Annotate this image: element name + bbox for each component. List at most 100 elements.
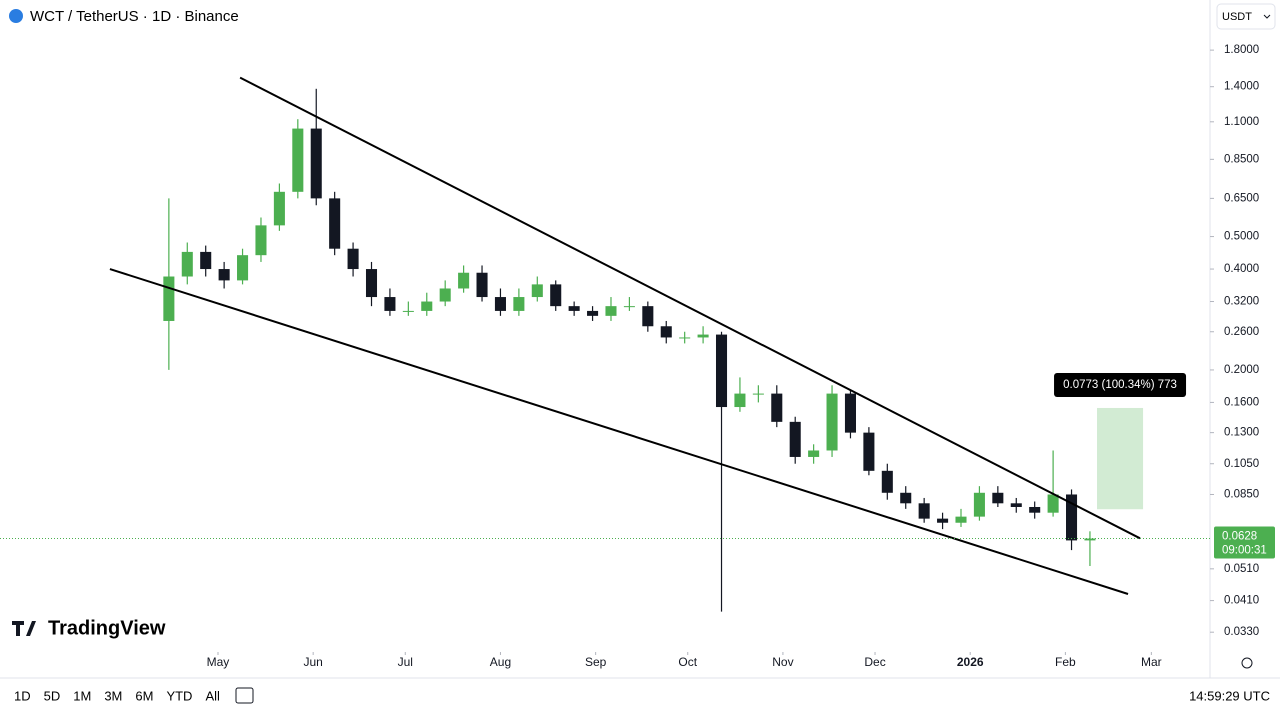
candle-body — [1084, 538, 1096, 541]
range-button[interactable]: YTD — [166, 688, 192, 703]
y-tick-label: 0.1050 — [1224, 458, 1259, 470]
x-tick-label: Jun — [303, 655, 322, 669]
candle-body — [771, 393, 783, 422]
candle-body — [568, 306, 580, 311]
candle-body — [347, 248, 359, 270]
range-button[interactable]: All — [205, 688, 220, 703]
candle-body — [587, 310, 599, 316]
candle-body — [697, 334, 709, 338]
y-tick-label: 0.2600 — [1224, 326, 1259, 338]
x-tick-label: Feb — [1055, 655, 1076, 669]
y-tick-label: 0.8500 — [1224, 153, 1259, 165]
candle-body — [255, 225, 267, 256]
candle-body — [605, 306, 617, 316]
candle-body — [992, 492, 1004, 504]
range-button[interactable]: 6M — [135, 688, 153, 703]
candle-body — [973, 492, 985, 517]
candle-body — [365, 269, 378, 298]
candle-body — [789, 421, 801, 457]
candle-body — [734, 393, 746, 408]
candle-body — [1029, 506, 1041, 513]
x-tick-label: 2026 — [957, 655, 984, 669]
candle-body — [310, 128, 322, 199]
branding: TradingView — [48, 617, 166, 639]
candle-body — [494, 297, 506, 311]
y-tick-label: 0.0850 — [1224, 489, 1259, 501]
symbol-title: WCT / TetherUS · 1D · Binance — [30, 8, 239, 25]
candle-body — [679, 337, 691, 339]
candle-body — [421, 301, 433, 311]
y-tick-label: 0.6500 — [1224, 192, 1259, 204]
candle-body — [660, 326, 672, 338]
y-tick-label: 0.3200 — [1224, 296, 1259, 308]
measure-label: 0.0773 (100.34%) 773 — [1063, 379, 1177, 391]
candle-body — [402, 310, 414, 312]
candle-body — [1047, 494, 1059, 513]
candle-body — [531, 284, 543, 298]
candle-body — [937, 518, 949, 523]
x-tick-label: Mar — [1141, 655, 1162, 669]
candle-body — [329, 198, 341, 249]
y-tick-label: 0.5000 — [1224, 231, 1259, 243]
symbol-icon — [9, 9, 23, 23]
y-tick-label: 0.2000 — [1224, 364, 1259, 376]
x-tick-label: Sep — [585, 655, 607, 669]
y-tick-label: 0.1300 — [1224, 427, 1259, 439]
candle-body — [181, 251, 193, 277]
y-tick-label: 0.0330 — [1224, 626, 1259, 638]
candle-body — [163, 276, 175, 321]
candle-body — [513, 297, 525, 311]
range-button[interactable]: 1D — [14, 688, 31, 703]
candle-body — [955, 516, 967, 523]
y-tick-label: 0.4000 — [1224, 263, 1259, 275]
x-tick-label: Oct — [678, 655, 697, 669]
candle-body — [550, 284, 562, 307]
range-button[interactable]: 1M — [73, 688, 91, 703]
y-tick-label: 1.1000 — [1224, 116, 1259, 128]
candle-body — [292, 128, 304, 192]
candle-body — [918, 503, 930, 519]
x-tick-label: Jul — [398, 655, 413, 669]
y-tick-label: 0.1600 — [1224, 396, 1259, 408]
x-tick-label: Dec — [864, 655, 885, 669]
candle-body — [863, 432, 875, 471]
range-button[interactable]: 5D — [44, 688, 61, 703]
candle-body — [439, 288, 451, 302]
currency-button[interactable] — [1216, 3, 1276, 30]
candle-body — [1066, 494, 1078, 541]
candle-body — [218, 269, 230, 281]
last-price-label: 0.0628 — [1222, 531, 1257, 543]
x-tick-label: Aug — [490, 655, 511, 669]
candle-body — [881, 470, 893, 493]
last-price-bg — [1214, 526, 1275, 559]
candle-body — [384, 297, 396, 311]
candle-body — [900, 492, 912, 504]
y-tick-label: 1.8000 — [1224, 44, 1259, 56]
measure-label-bg — [1054, 372, 1187, 397]
range-button[interactable]: 3M — [104, 688, 122, 703]
logo-mark — [12, 621, 36, 636]
candle-body — [458, 272, 470, 289]
x-tick-label: May — [207, 655, 230, 669]
candle-body — [476, 272, 488, 298]
candle-body — [752, 393, 764, 395]
candle-body — [200, 251, 212, 270]
last-price-timer: 09:00:31 — [1222, 545, 1267, 557]
settings-icon[interactable] — [1241, 657, 1253, 669]
candle-body — [826, 393, 838, 451]
plot-area — [109, 76, 1141, 612]
trendline — [109, 268, 1129, 595]
candle-body — [844, 393, 856, 433]
currency-label[interactable]: USDT — [1222, 11, 1252, 23]
currency-caret[interactable] — [1263, 14, 1271, 19]
date-range-icon[interactable] — [235, 687, 254, 704]
candle-body — [642, 306, 654, 327]
trendline — [239, 76, 1141, 540]
candle-body — [1010, 503, 1022, 507]
y-tick-label: 0.0410 — [1224, 595, 1259, 607]
candle-body — [715, 334, 728, 408]
clock: 14:59:29 UTC — [1189, 688, 1270, 703]
